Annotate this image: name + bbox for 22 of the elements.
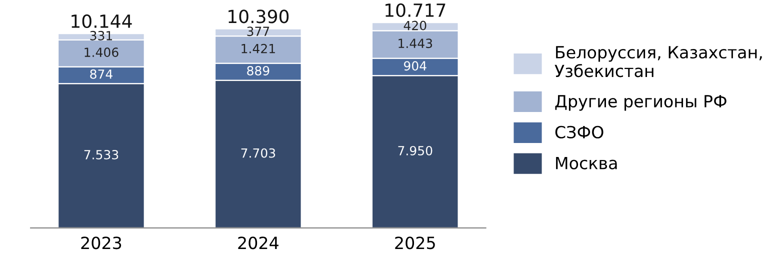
- data-label: 420: [404, 20, 426, 30]
- data-label: 377: [247, 26, 270, 36]
- data-label: 889: [247, 66, 270, 76]
- legend-label: Другие регионы РФ: [555, 95, 726, 111]
- data-label: 7.533: [84, 150, 118, 160]
- x-tick-label: 2024: [238, 236, 278, 250]
- total-label: 10.717: [386, 3, 446, 18]
- data-label: 1.421: [242, 44, 275, 54]
- data-label: 1.406: [84, 48, 118, 58]
- total-label: 10.144: [72, 14, 132, 28]
- data-label: 1.443: [398, 38, 432, 48]
- x-tick-label: 2023: [81, 236, 122, 250]
- data-label: 331: [90, 30, 112, 40]
- legend-label: Москва: [556, 156, 617, 170]
- data-label: 7.950: [398, 146, 432, 156]
- legend-label: СЗФО: [555, 126, 604, 138]
- data-label: 7.703: [241, 148, 276, 158]
- data-label: 874: [90, 69, 112, 79]
- data-label: 904: [404, 61, 426, 71]
- total-label: 10.390: [228, 10, 289, 24]
- x-tick-label: 2025: [395, 236, 435, 250]
- legend-label: Белоруссия, Казахстан, Узбекистан: [554, 46, 762, 78]
